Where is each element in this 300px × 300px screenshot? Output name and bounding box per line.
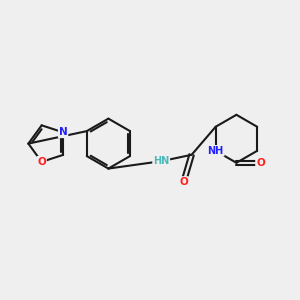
Text: O: O xyxy=(179,177,188,187)
Text: O: O xyxy=(256,158,265,168)
Text: HN: HN xyxy=(153,156,169,166)
Text: N: N xyxy=(59,127,68,137)
Text: NH: NH xyxy=(208,146,224,156)
Text: O: O xyxy=(37,157,46,167)
